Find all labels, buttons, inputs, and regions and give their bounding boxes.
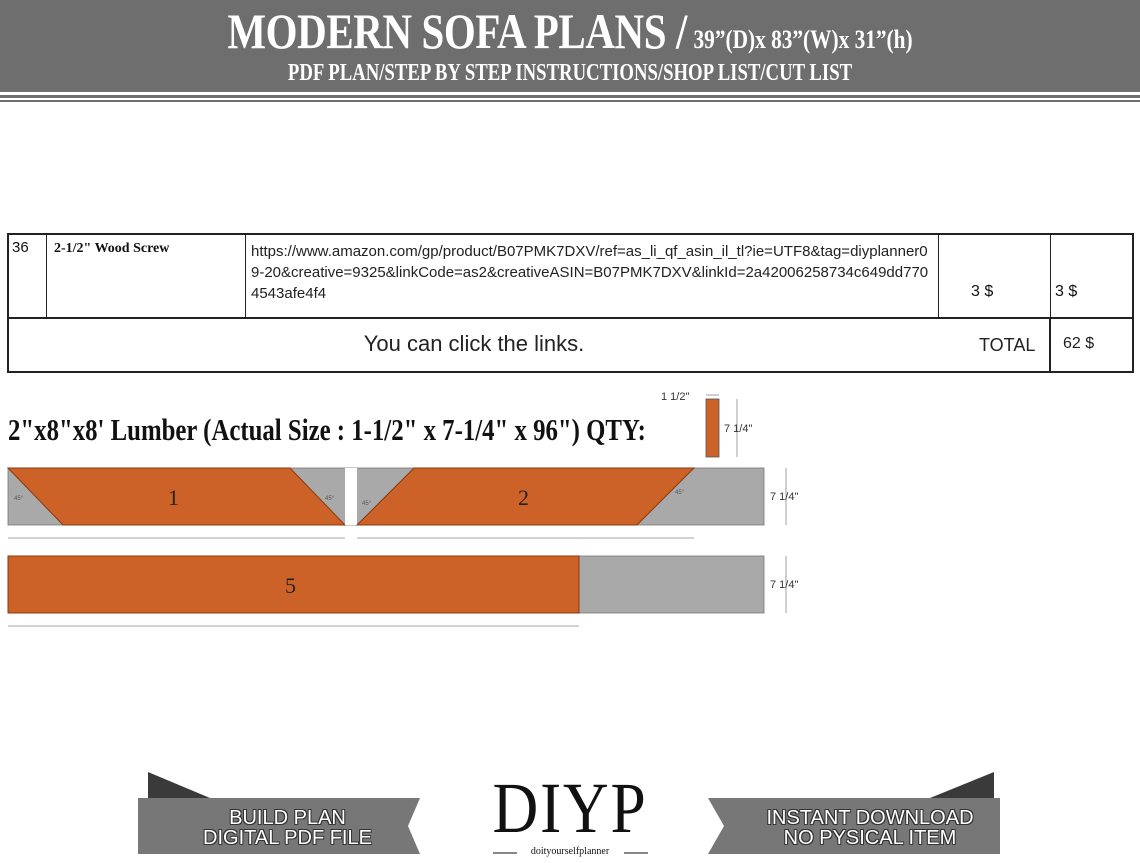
right-banner-line: NO PYSICAL ITEM — [783, 827, 957, 849]
logo-wordmark: DIYP — [492, 768, 648, 848]
left-banner-text: BUILD PLAN DIGITAL PDF FILE — [180, 808, 395, 848]
header-rule — [0, 100, 1140, 102]
row-total-cell: 3 $ — [1051, 235, 1134, 319]
piece-2-label: 2 — [518, 485, 529, 510]
cut-diagram: 1 1/2" 7 1/4" 1 2 45° 45° 45° 45° 7 1/4"… — [6, 391, 798, 627]
right-ribbon — [708, 798, 1000, 854]
title-dimensions: 39”(D)x 83”(W)x 31”(h) — [693, 25, 913, 54]
angle-mark: 45° — [362, 501, 372, 507]
left-banner-line: BUILD PLAN — [229, 807, 346, 829]
piece-5-label: 5 — [285, 573, 296, 598]
item-link[interactable]: https://www.amazon.com/gp/product/B07PMK… — [246, 235, 939, 319]
title-main: MODERN SOFA PLANS / — [227, 3, 687, 59]
saw-gap — [345, 468, 357, 525]
section-width-label: 1 1/2" — [661, 391, 689, 403]
piece-2 — [355, 467, 696, 526]
row-total: 3 $ — [1055, 283, 1078, 300]
unit-price-cell: 3 $ — [939, 235, 1051, 319]
right-ribbon-fold — [930, 772, 994, 798]
item-name: 2-1/2" Wood Screw — [47, 235, 246, 319]
lumber-title: 2"x8"x8' Lumber (Actual Size : 1-1/2" x … — [8, 412, 646, 447]
right-banner-text: INSTANT DOWNLOAD NO PYSICAL ITEM — [745, 808, 995, 848]
left-ribbon-fold — [148, 772, 210, 798]
header-rule — [0, 95, 1140, 98]
left-banner-line: DIGITAL PDF FILE — [203, 827, 372, 849]
page-subtitle: PDF PLAN/STEP BY STEP INSTRUCTIONS/SHOP … — [287, 60, 853, 86]
angle-mark: 45° — [325, 496, 335, 502]
total-label: TOTAL — [979, 335, 1036, 355]
logo-tagline: doityourselfplanner — [530, 846, 610, 857]
board-height-label: 7 1/4" — [770, 579, 798, 591]
links-note: You can click the links. — [363, 331, 585, 356]
piece-5 — [7, 555, 580, 614]
diyp-logo: DIYP doityourselfplanner — [470, 772, 670, 860]
page-title: MODERN SOFA PLANS /39”(D)x 83”(W)x 31”(h… — [103, 2, 1038, 60]
header-banner: MODERN SOFA PLANS /39”(D)x 83”(W)x 31”(h… — [0, 0, 1140, 92]
item-number: 36 — [9, 235, 47, 319]
piece-1-label: 1 — [168, 485, 179, 510]
shopping-list-table: 36 2-1/2" Wood Screw https://www.amazon.… — [7, 233, 1134, 373]
unit-price: 3 $ — [971, 283, 994, 300]
section-height-label: 7 1/4" — [724, 423, 752, 435]
footer-banners — [138, 772, 1000, 854]
total-value: 62 $ — [1063, 335, 1095, 352]
table-row: 36 2-1/2" Wood Screw https://www.amazon.… — [9, 235, 1132, 319]
section-profile — [705, 398, 720, 458]
board-height-label: 7 1/4" — [770, 491, 798, 503]
right-banner-line: INSTANT DOWNLOAD — [766, 807, 974, 829]
left-ribbon — [138, 798, 420, 854]
angle-mark: 45° — [675, 490, 685, 496]
angle-mark: 45° — [14, 496, 24, 502]
divider — [1049, 319, 1051, 373]
